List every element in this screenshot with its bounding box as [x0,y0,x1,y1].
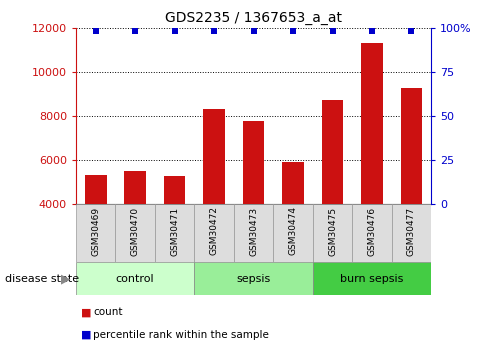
Bar [124,170,146,204]
Bar [361,43,383,204]
Text: count: count [93,307,122,317]
Text: GSM30475: GSM30475 [328,206,337,256]
Text: ▶: ▶ [61,272,71,285]
Bar [155,204,195,262]
Text: ■: ■ [81,307,91,317]
Bar [164,176,186,204]
Bar [313,262,431,295]
Text: GSM30476: GSM30476 [368,206,376,256]
Bar [352,204,392,262]
Text: GSM30469: GSM30469 [91,206,100,256]
Bar [273,204,313,262]
Bar [313,204,352,262]
Bar [203,109,225,204]
Bar [195,204,234,262]
Text: percentile rank within the sample: percentile rank within the sample [93,330,269,339]
Title: GDS2235 / 1367653_a_at: GDS2235 / 1367653_a_at [165,11,342,25]
Text: GSM30470: GSM30470 [131,206,140,256]
Bar [76,262,195,295]
Text: GSM30472: GSM30472 [210,206,219,256]
Bar [282,162,304,204]
Bar [321,100,343,204]
Text: GSM30473: GSM30473 [249,206,258,256]
Bar [195,262,313,295]
Text: disease state: disease state [5,274,79,284]
Text: control: control [116,274,154,284]
Text: GSM30471: GSM30471 [170,206,179,256]
Bar [243,121,265,204]
Bar [85,175,106,204]
Bar [401,88,422,204]
Text: burn sepsis: burn sepsis [340,274,404,284]
Text: ■: ■ [81,330,91,339]
Text: GSM30477: GSM30477 [407,206,416,256]
Bar [116,204,155,262]
Text: sepsis: sepsis [237,274,270,284]
Text: GSM30474: GSM30474 [289,206,297,256]
Bar [76,204,116,262]
Bar [234,204,273,262]
Bar [392,204,431,262]
